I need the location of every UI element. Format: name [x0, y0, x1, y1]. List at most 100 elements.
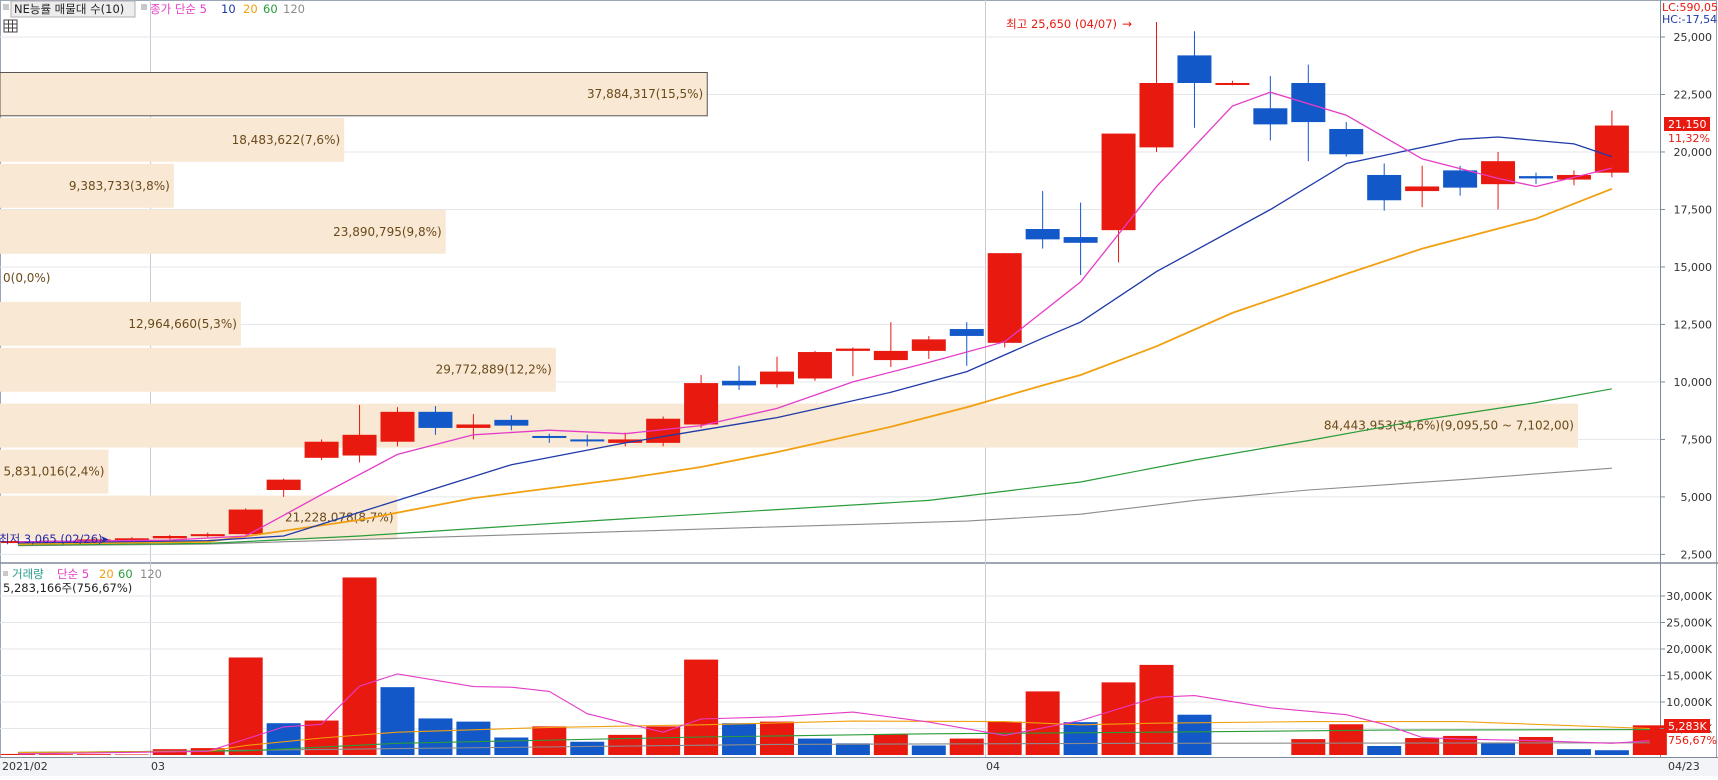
volume-profile-bar — [0, 209, 446, 254]
candle — [228, 508, 263, 535]
price-tick-label: 17,500 — [1674, 203, 1713, 216]
price-tick-label: 5,000 — [1681, 491, 1713, 504]
candle — [722, 365, 757, 390]
volume-ma60-line — [17, 729, 1650, 753]
candle-body — [342, 434, 377, 456]
ma60-line — [17, 388, 1613, 546]
volume-profile-bar — [0, 163, 174, 208]
candle — [987, 253, 1022, 348]
candle — [1519, 172, 1553, 185]
volume-bar — [1481, 742, 1516, 755]
price-marks: 최고 25,650 (04/07) → 최저 3,065 (02/26) ➤ — [0, 17, 1132, 546]
candle-body — [873, 350, 908, 361]
candle-body — [1329, 128, 1364, 155]
volume-tick-label: 10,000K — [1666, 696, 1712, 709]
legend-ma120: 120 — [283, 2, 305, 16]
current-price-pct: 11,32% — [1668, 132, 1710, 145]
time-tick-label: 03 — [151, 760, 165, 773]
volume-bar — [76, 754, 111, 755]
candle-body — [1443, 170, 1478, 188]
volume-tick-label: 30,000K — [1666, 590, 1712, 603]
candle-body — [1139, 82, 1174, 148]
volume-bar — [1556, 749, 1591, 755]
high-arrow-icon: → — [1122, 17, 1132, 31]
price-tick-label: 25,000 — [1674, 31, 1713, 44]
candle-body — [266, 479, 301, 491]
volume-bar — [1519, 736, 1553, 755]
volume-profile-label: 5,831,016(2,4%) — [3, 465, 104, 479]
candle — [608, 432, 643, 447]
candle-body — [152, 536, 187, 539]
candle-body — [1367, 174, 1402, 201]
volume-profile-bar — [0, 117, 345, 162]
candle — [1329, 122, 1364, 157]
legend-title-box[interactable] — [10, 0, 136, 18]
candle-body — [190, 534, 225, 537]
candle — [1253, 76, 1288, 141]
volume-bar — [987, 721, 1022, 755]
candle — [1291, 64, 1326, 162]
volume-profile-label: 84,443,953(34,6%)(9,095,50 ~ 7,102,00) — [1324, 419, 1574, 433]
volume-bar — [835, 743, 870, 755]
candle — [1139, 22, 1174, 152]
moving-averages — [17, 91, 1613, 547]
volume-profile-label: 18,483,622(7,6%) — [232, 133, 341, 147]
volume-profile-label: 9,383,733(3,8%) — [69, 179, 170, 193]
candle-body — [1025, 229, 1060, 240]
candle — [342, 404, 377, 463]
candle — [1405, 165, 1440, 208]
volume-bar — [1101, 682, 1136, 755]
candle-body — [1101, 133, 1136, 231]
volume-bar — [949, 738, 984, 755]
candle-body — [114, 538, 149, 541]
candle-body — [1253, 108, 1288, 125]
candle-body — [1063, 237, 1098, 243]
ma20-line — [17, 187, 1613, 545]
high-price-mark: 최고 25,650 (04/07) — [1006, 17, 1117, 31]
candle-body — [456, 424, 491, 428]
volume-ma5-line — [17, 673, 1650, 755]
legend-marker — [3, 4, 9, 10]
candle — [1215, 80, 1250, 86]
volume-profile-bar — [0, 403, 1578, 448]
volume-bar — [114, 754, 149, 755]
price-tick-label: 2,500 — [1681, 548, 1713, 561]
volume-profile-label: 12,964,660(5,3%) — [128, 317, 237, 331]
candle — [532, 433, 567, 443]
current-price-badge — [1664, 117, 1710, 131]
current-volume-badge — [1664, 719, 1710, 733]
candle-body — [228, 509, 263, 535]
volume-bar — [1139, 664, 1174, 755]
candle — [190, 532, 225, 538]
volume-bar — [1177, 714, 1212, 755]
lc-label: LC:590,05 — [1662, 1, 1718, 14]
legend-ma-label: 종가 단순 5 — [150, 2, 207, 16]
candle-body — [532, 435, 567, 438]
candle — [1025, 191, 1060, 249]
right-labels: LC:590,05 HC:-17,54 21,150 11,32% 5,283K… — [1662, 1, 1718, 747]
current-volume-pct: 756,67% — [1668, 734, 1717, 747]
candle — [418, 406, 453, 435]
volume-bar — [494, 737, 529, 755]
candle — [114, 537, 149, 541]
price-tick-label: 22,500 — [1674, 88, 1713, 101]
candle-body — [684, 383, 719, 425]
volume-legend-ma120: 120 — [140, 567, 162, 581]
candle — [873, 322, 908, 367]
volume-bar — [570, 741, 605, 755]
legend-marker — [141, 4, 147, 10]
volume-bar — [722, 723, 757, 755]
volume-profile-label: 21,228,078(8,7%) — [285, 511, 394, 525]
volume-bar — [1, 753, 35, 755]
volume-profile-bar — [0, 71, 708, 117]
candle — [494, 415, 529, 431]
volume-bar — [418, 718, 453, 755]
candle-body — [949, 329, 984, 336]
low-price-mark: 최저 3,065 (02/26) — [0, 532, 103, 546]
table-icon[interactable] — [3, 19, 18, 33]
candle-body — [1215, 82, 1250, 85]
candle-body — [608, 439, 643, 443]
candle-body — [911, 339, 946, 351]
candle — [760, 356, 794, 388]
